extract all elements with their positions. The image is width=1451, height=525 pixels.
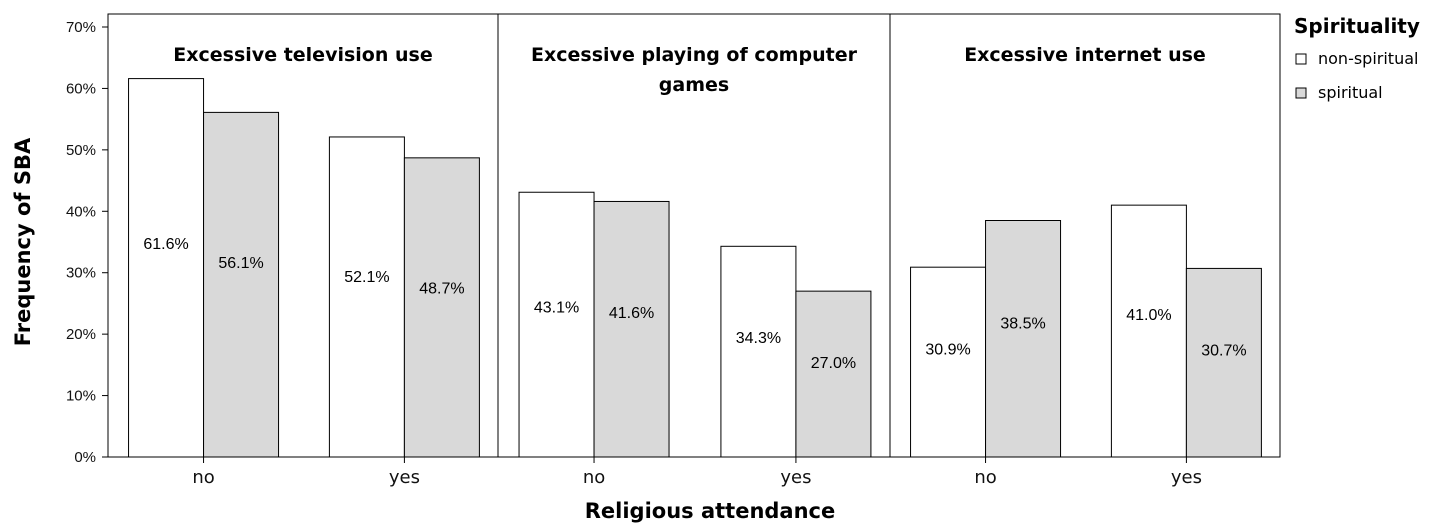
bar-spiritual <box>593 200 670 458</box>
bar-non-spiritual <box>518 191 595 458</box>
data-label: 41.0% <box>1126 307 1171 324</box>
legend-label: non-spiritual <box>1318 49 1418 68</box>
chart-panels: Excessive television use no 61.6% 56.1% yes 5… <box>107 13 1281 488</box>
panel: Excessive playing of computer games no 43.1… <box>518 44 872 488</box>
legend-swatch <box>1295 87 1307 99</box>
y-tick-label: 10% <box>66 388 96 405</box>
bar-non-spiritual <box>128 78 205 458</box>
panel: Excessive internet use no 30.9% 38.5% yes 41.… <box>910 44 1262 488</box>
x-tick-label: no <box>583 467 605 488</box>
data-label: 27.0% <box>811 355 856 372</box>
x-tick-label: yes <box>1171 467 1202 488</box>
bar-spiritual <box>403 157 480 458</box>
y-tick-label: 30% <box>66 265 96 282</box>
bar-spiritual <box>203 111 280 458</box>
data-label: 30.9% <box>925 342 970 359</box>
x-tick-label: yes <box>389 467 420 488</box>
y-axis: 0% 10% 20% 30% 40% 50% 60% 70% <box>66 14 109 466</box>
x-axis-title: Religious attendance <box>585 499 836 523</box>
x-tick-label: no <box>974 467 996 488</box>
panel: Excessive television use no 61.6% 56.1% yes 5… <box>128 44 480 488</box>
bar-non-spiritual <box>720 245 797 458</box>
plot-frame <box>107 13 1281 458</box>
data-label: 41.6% <box>609 305 654 322</box>
panel-title: Excessive playing of computer <box>531 44 858 66</box>
legend-label: spiritual <box>1318 83 1383 102</box>
data-label: 30.7% <box>1201 342 1246 359</box>
y-tick-label: 60% <box>66 80 96 97</box>
y-tick-label: 20% <box>66 326 96 343</box>
data-label: 48.7% <box>419 280 464 297</box>
bar-spiritual <box>985 220 1062 458</box>
legend: Spirituality non-spiritual spiritual <box>1294 14 1420 102</box>
data-label: 56.1% <box>218 255 263 272</box>
legend-swatch <box>1295 53 1307 65</box>
data-label: 43.1% <box>534 300 579 317</box>
panel-title: games <box>659 74 729 96</box>
legend-title: Spirituality <box>1294 14 1420 38</box>
data-label: 34.3% <box>736 330 781 347</box>
x-tick-label: yes <box>780 467 811 488</box>
x-tick-label: no <box>192 467 214 488</box>
bar-spiritual <box>795 290 872 458</box>
bar-non-spiritual <box>910 266 987 458</box>
y-tick-label: 70% <box>66 19 96 36</box>
data-label: 52.1% <box>344 269 389 286</box>
bar-spiritual <box>1185 267 1262 458</box>
y-axis-title: Frequency of SBA <box>11 137 35 346</box>
panel-title: Excessive television use <box>173 44 432 66</box>
panel-title: Excessive internet use <box>964 44 1206 66</box>
data-label: 38.5% <box>1000 316 1045 333</box>
y-tick-label: 0% <box>74 449 96 466</box>
bar-non-spiritual <box>1110 204 1187 458</box>
bar-non-spiritual <box>328 136 405 458</box>
data-label: 61.6% <box>143 236 188 253</box>
y-tick-label: 40% <box>66 203 96 220</box>
y-tick-label: 50% <box>66 142 96 159</box>
